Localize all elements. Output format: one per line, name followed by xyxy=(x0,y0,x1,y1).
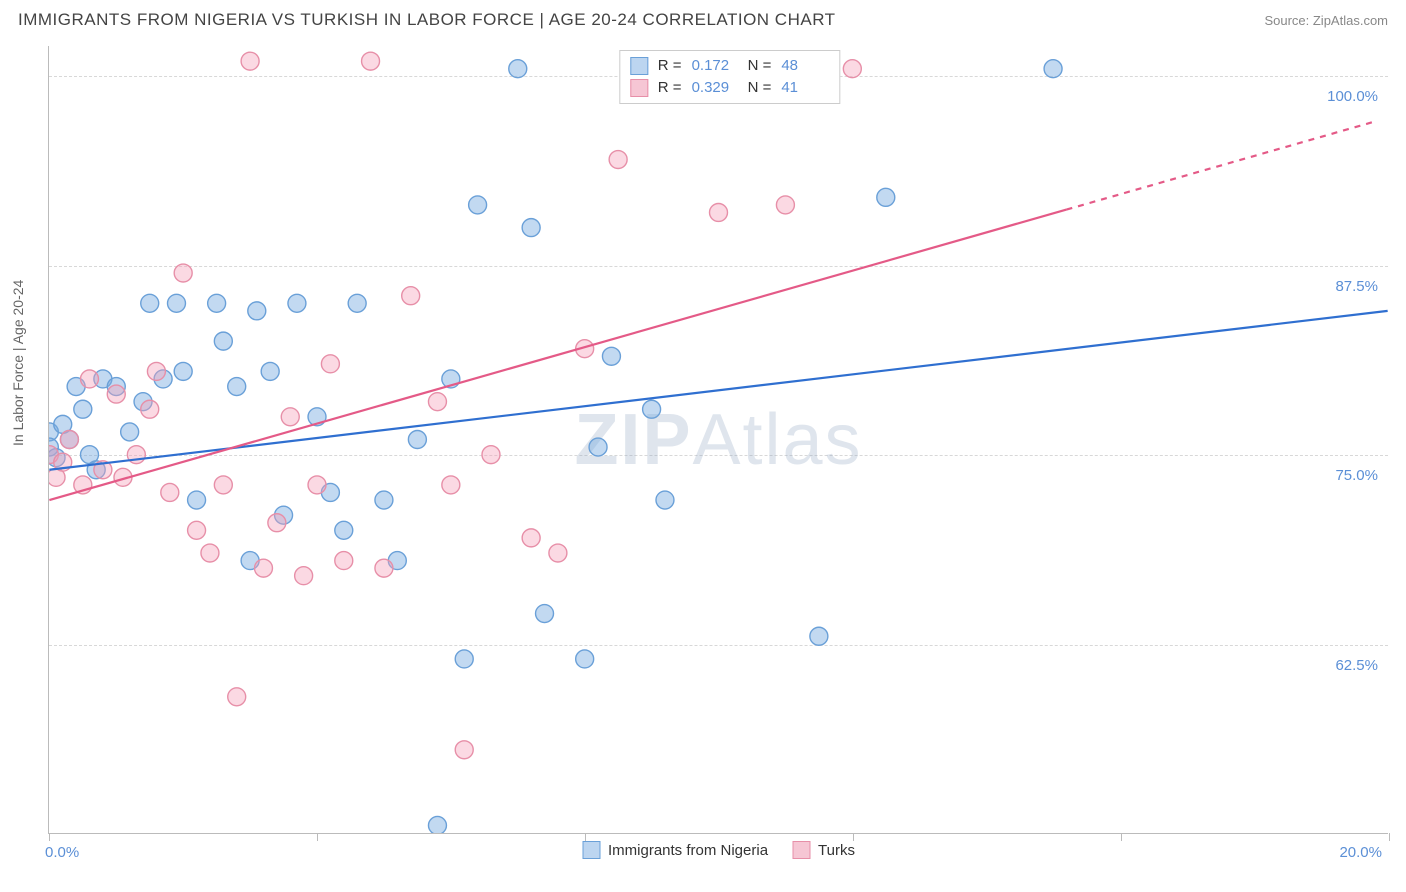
swatch-nigeria xyxy=(630,57,648,75)
data-point xyxy=(643,400,661,418)
data-point xyxy=(776,196,794,214)
legend-item-nigeria: Immigrants from Nigeria xyxy=(582,841,768,859)
data-point xyxy=(241,52,259,70)
chart-plot-area: ZIPAtlas R = 0.172 N = 48 R = 0.329 N = … xyxy=(48,46,1388,834)
data-point xyxy=(1044,60,1062,78)
data-point xyxy=(408,431,426,449)
data-point xyxy=(141,400,159,418)
y-axis-title: In Labor Force | Age 20-24 xyxy=(10,280,26,446)
data-point xyxy=(228,688,246,706)
data-point xyxy=(335,552,353,570)
data-point xyxy=(107,385,125,403)
trend-line xyxy=(49,311,1387,470)
data-point xyxy=(522,219,540,237)
swatch-turks xyxy=(630,79,648,97)
data-point xyxy=(469,196,487,214)
x-axis-tick xyxy=(853,833,854,841)
data-point xyxy=(522,529,540,547)
data-point xyxy=(843,60,861,78)
data-point xyxy=(268,514,286,532)
data-point xyxy=(254,559,272,577)
data-point xyxy=(442,476,460,494)
x-axis-tick xyxy=(585,833,586,841)
data-point xyxy=(656,491,674,509)
data-point xyxy=(402,287,420,305)
data-point xyxy=(81,370,99,388)
data-point xyxy=(174,264,192,282)
trend-line-extrapolated xyxy=(1066,122,1374,210)
data-point xyxy=(609,151,627,169)
data-point xyxy=(877,188,895,206)
r-value-nigeria: 0.172 xyxy=(692,55,738,77)
x-axis-tick xyxy=(1389,833,1390,841)
data-point xyxy=(362,52,380,70)
x-axis-label-max: 20.0% xyxy=(1339,844,1382,861)
data-point xyxy=(375,491,393,509)
data-point xyxy=(589,438,607,456)
data-point xyxy=(308,476,326,494)
data-point xyxy=(602,347,620,365)
data-point xyxy=(335,521,353,539)
data-point xyxy=(228,378,246,396)
n-label: N = xyxy=(748,77,772,99)
n-value-nigeria: 48 xyxy=(781,55,827,77)
data-point xyxy=(295,567,313,585)
data-point xyxy=(710,203,728,221)
data-point xyxy=(60,431,78,449)
data-point xyxy=(455,650,473,668)
n-value-turks: 41 xyxy=(781,77,827,99)
data-point xyxy=(121,423,139,441)
chart-title: IMMIGRANTS FROM NIGERIA VS TURKISH IN LA… xyxy=(18,10,836,30)
source-label: Source: ZipAtlas.com xyxy=(1264,13,1388,28)
data-point xyxy=(168,294,186,312)
swatch-turks-icon xyxy=(792,841,810,859)
data-point xyxy=(348,294,366,312)
data-point xyxy=(428,816,446,833)
data-point xyxy=(549,544,567,562)
data-point xyxy=(141,294,159,312)
legend-item-turks: Turks xyxy=(792,841,855,859)
data-point xyxy=(455,741,473,759)
data-point xyxy=(281,408,299,426)
data-point xyxy=(188,521,206,539)
data-point xyxy=(214,332,232,350)
data-point xyxy=(147,362,165,380)
data-point xyxy=(174,362,192,380)
trend-line xyxy=(49,210,1066,500)
x-axis-tick xyxy=(1121,833,1122,841)
data-point xyxy=(248,302,266,320)
chart-header: IMMIGRANTS FROM NIGERIA VS TURKISH IN LA… xyxy=(0,0,1406,36)
data-point xyxy=(536,605,554,623)
r-label: R = xyxy=(658,77,682,99)
data-point xyxy=(288,294,306,312)
r-label: R = xyxy=(658,55,682,77)
data-point xyxy=(509,60,527,78)
x-axis-tick xyxy=(49,833,50,841)
data-point xyxy=(428,393,446,411)
x-axis-label-min: 0.0% xyxy=(45,844,79,861)
data-point xyxy=(261,362,279,380)
data-point xyxy=(161,483,179,501)
data-point xyxy=(74,400,92,418)
x-axis-tick xyxy=(317,833,318,841)
correlation-legend: R = 0.172 N = 48 R = 0.329 N = 41 xyxy=(619,50,841,104)
data-point xyxy=(482,446,500,464)
data-point xyxy=(576,650,594,668)
data-point xyxy=(321,355,339,373)
data-point xyxy=(208,294,226,312)
legend-label-turks: Turks xyxy=(818,842,855,859)
data-point xyxy=(188,491,206,509)
legend-row-nigeria: R = 0.172 N = 48 xyxy=(630,55,828,77)
n-label: N = xyxy=(748,55,772,77)
data-point xyxy=(201,544,219,562)
r-value-turks: 0.329 xyxy=(692,77,738,99)
swatch-nigeria-icon xyxy=(582,841,600,859)
series-legend: Immigrants from Nigeria Turks xyxy=(582,841,855,859)
legend-row-turks: R = 0.329 N = 41 xyxy=(630,77,828,99)
scatter-svg xyxy=(49,46,1388,833)
data-point xyxy=(214,476,232,494)
legend-label-nigeria: Immigrants from Nigeria xyxy=(608,842,768,859)
data-point xyxy=(810,627,828,645)
data-point xyxy=(375,559,393,577)
